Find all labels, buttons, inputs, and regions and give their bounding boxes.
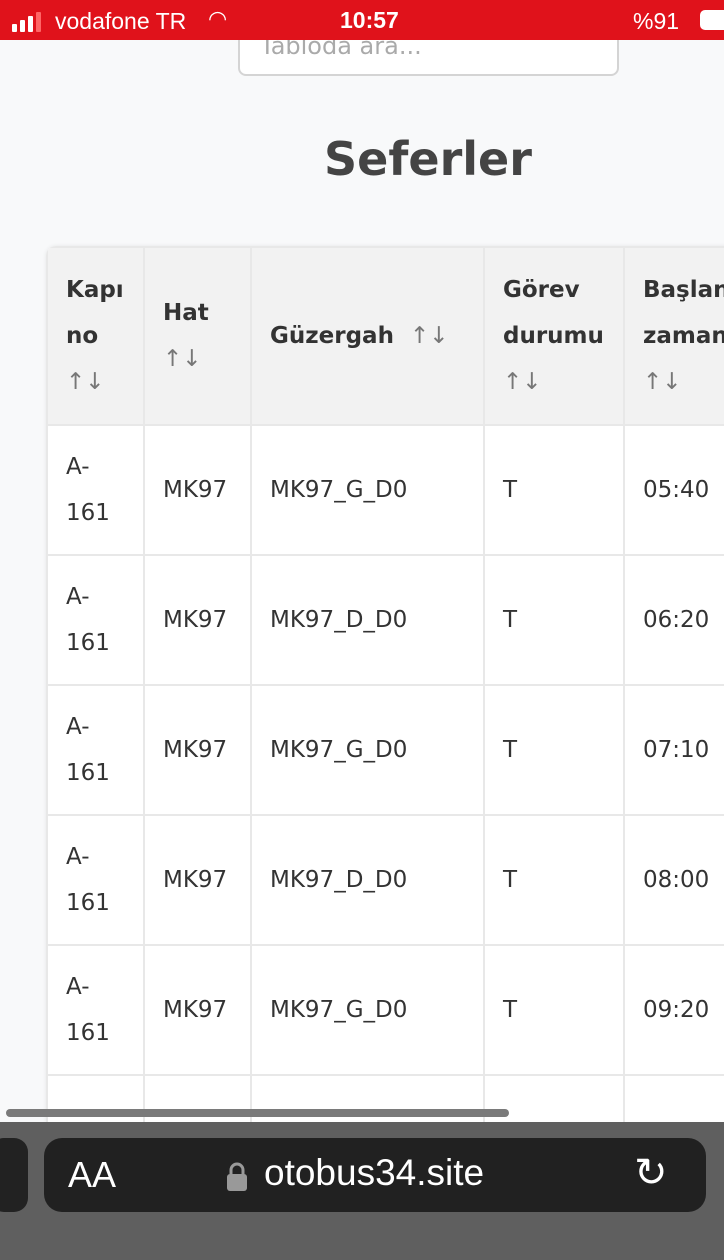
table-cell: A-161: [46, 944, 145, 1076]
table-cell: A-161: [46, 424, 145, 556]
column-header-hat[interactable]: Hat ↑↓: [143, 246, 252, 426]
text-size-button[interactable]: AA: [68, 1154, 117, 1195]
table-cell: MK97: [143, 814, 252, 946]
sort-icon[interactable]: ↑↓: [643, 369, 682, 395]
battery-icon: [700, 10, 724, 30]
page-title: Seferler: [324, 132, 532, 186]
table-header: Kapı no ↑↓ Hat ↑↓ Güzergah ↑↓ Görev durumu ↑↓…: [46, 246, 724, 426]
column-header-guzergah[interactable]: Güzergah ↑↓: [250, 246, 485, 426]
trips-table: Kapı no ↑↓ Hat ↑↓ Güzergah ↑↓ Görev durumu ↑↓…: [46, 246, 724, 1122]
table-cell: MK97_G_D0: [250, 944, 485, 1076]
table-cell: MK97_G_D0: [250, 684, 485, 816]
table-row[interactable]: A-161 MK97 MK97_D_D0 T 06:20: [46, 554, 724, 686]
url-text[interactable]: otobus34.site: [264, 1152, 485, 1193]
column-header-kapi-no[interactable]: Kapı no ↑↓: [46, 246, 145, 426]
reload-icon[interactable]: ↻: [634, 1150, 668, 1196]
battery-percent: %91: [633, 8, 680, 34]
sort-icon[interactable]: ↑↓: [66, 369, 105, 395]
table-cell: MK97: [143, 684, 252, 816]
table-row[interactable]: A-161 MK97 MK97_G_D0 T 05:40: [46, 424, 724, 556]
table-cell: MK97: [143, 944, 252, 1076]
table-cell: 06:20: [623, 554, 724, 686]
sort-icon[interactable]: ↑↓: [503, 369, 542, 395]
column-label: Hat: [163, 300, 209, 326]
table-cell: T: [483, 944, 625, 1076]
sort-icon[interactable]: ↑↓: [409, 323, 449, 349]
horizontal-scrollbar[interactable]: [6, 1109, 509, 1117]
clock: 10:57: [340, 7, 399, 33]
table-cell: MK97: [143, 424, 252, 556]
signal-icon: [12, 12, 41, 32]
table-cell: 05:40: [623, 424, 724, 556]
sort-icon[interactable]: ↑↓: [163, 346, 202, 372]
table-cell: 08:00: [623, 814, 724, 946]
table-row[interactable]: A-161 MK97 MK97_G_D0 T 09:20: [46, 944, 724, 1076]
table-cell: T: [483, 814, 625, 946]
lock-icon: [227, 1162, 247, 1191]
table-row[interactable]: A-161 MK97 MK97_G_D0 T 07:10: [46, 684, 724, 816]
carrier: vodafone TR: [55, 8, 187, 34]
table-cell: T: [483, 684, 625, 816]
browser-toolbar: AA otobus34.site ↻: [0, 1122, 724, 1260]
table-cell: 09:20: [623, 944, 724, 1076]
table-cell: A-161: [46, 684, 145, 816]
status-bar: vodafone TR ◠ 10:57 %91: [0, 0, 724, 40]
table-cell: A-161: [46, 554, 145, 686]
column-header-gorev-durumu[interactable]: Görev durumu ↑↓: [483, 246, 625, 426]
table-cell: MK97_D_D0: [250, 814, 485, 946]
wifi-icon: ◠: [208, 6, 228, 31]
previous-tab-pill[interactable]: [0, 1138, 28, 1212]
table-cell: [623, 1074, 724, 1122]
table-row[interactable]: A-161 MK97 MK97_D_D0 T 08:00: [46, 814, 724, 946]
table-cell: 07:10: [623, 684, 724, 816]
table-cell: MK97_D_D0: [250, 554, 485, 686]
table-cell: MK97_G_D0: [250, 424, 485, 556]
table-cell: MK97: [143, 554, 252, 686]
column-header-baslangic-zamani[interactable]: Başlan zaman ↑↓: [623, 246, 724, 426]
column-label: Güzergah: [270, 323, 394, 349]
table-cell: A-161: [46, 814, 145, 946]
table-cell: T: [483, 424, 625, 556]
address-bar[interactable]: AA otobus34.site ↻: [44, 1138, 706, 1212]
table-cell: T: [483, 554, 625, 686]
